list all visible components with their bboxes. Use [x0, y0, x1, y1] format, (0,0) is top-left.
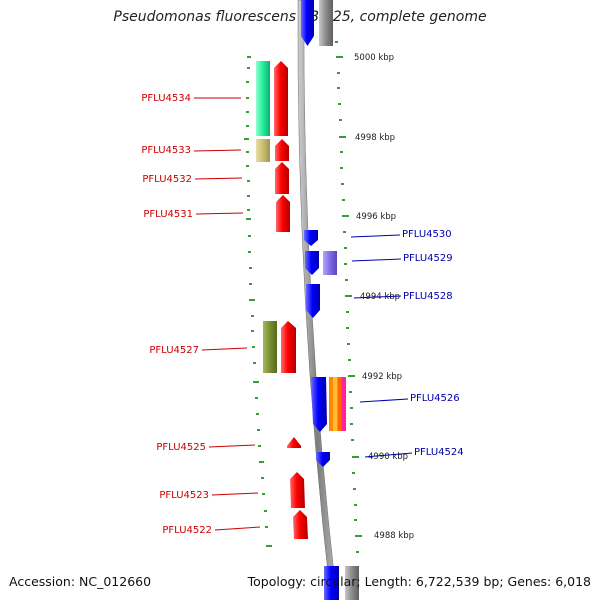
leader-pflu4528	[353, 295, 402, 299]
genome-backbone	[297, 0, 338, 600]
gene-pflu4530	[304, 230, 318, 246]
label-pflu4528: PFLU4528	[403, 291, 453, 302]
gene-pflu4526	[311, 377, 327, 432]
gene-pflu4525	[287, 437, 301, 448]
label-pflu4534: PFLU4534	[141, 93, 191, 104]
gene-pflu4532	[275, 162, 289, 194]
outer-tick-track	[335, 41, 362, 553]
leader-pflu4524	[364, 452, 413, 458]
gene-pflu4531	[276, 195, 290, 232]
gene-pflu4527	[281, 321, 296, 373]
leader-pflu4530	[350, 234, 401, 238]
gene-pflu4533	[275, 139, 289, 161]
scale-label-4998: 4998 kbp	[355, 133, 395, 143]
label-pflu4530: PFLU4530	[402, 229, 452, 240]
feature-green	[256, 61, 270, 136]
label-pflu4532: PFLU4532	[142, 174, 192, 185]
gene-pflu4524	[316, 452, 330, 467]
gene-pflu4528	[306, 284, 320, 318]
label-pflu4529: PFLU4529	[403, 253, 453, 264]
feature-khaki	[256, 139, 270, 162]
left-gene-labels: PFLU4534 PFLU4533 PFLU4532 PFLU4531 PFLU…	[141, 93, 261, 536]
label-pflu4525: PFLU4525	[156, 442, 206, 453]
gene-bottom-blue	[324, 566, 339, 600]
gene-bottom-gray	[345, 566, 359, 600]
scale-label-4996: 4996 kbp	[356, 212, 396, 222]
gene-pflu4523	[290, 472, 305, 508]
scale-label-4990: 4990 kbp	[368, 452, 408, 462]
label-pflu4526: PFLU4526	[410, 393, 460, 404]
scale-label-4988: 4988 kbp	[374, 531, 414, 541]
accession-text: Accession: NC_012660	[9, 574, 152, 589]
scale-label-5000: 5000 kbp	[354, 53, 394, 63]
feature-multicolor	[329, 377, 346, 431]
gene-top-blue	[301, 0, 314, 46]
leader-pflu4533	[193, 149, 242, 152]
leader-pflu4527	[201, 347, 248, 351]
label-pflu4523: PFLU4523	[159, 490, 209, 501]
gene-top-gray	[319, 0, 333, 46]
label-pflu4524: PFLU4524	[414, 447, 464, 458]
leader-pflu4523	[211, 492, 259, 496]
leader-pflu4532	[194, 177, 243, 180]
right-gene-labels: PFLU4530 PFLU4529 PFLU4528 PFLU4526 PFLU…	[350, 229, 464, 458]
label-pflu4527: PFLU4527	[149, 345, 199, 356]
label-pflu4531: PFLU4531	[143, 209, 193, 220]
label-pflu4522: PFLU4522	[162, 525, 212, 536]
feature-purple	[323, 251, 337, 275]
topology-text: Topology: circular; Length: 6,722,539 bp…	[247, 574, 591, 589]
leader-pflu4529	[351, 258, 402, 262]
feature-olive	[263, 321, 277, 373]
gene-pflu4534	[274, 61, 288, 136]
gene-pflu4529	[305, 251, 319, 275]
inner-tick-track	[244, 56, 272, 547]
leader-pflu4525	[208, 444, 256, 448]
scale-label-4992: 4992 kbp	[362, 372, 402, 382]
gene-pflu4522	[293, 510, 308, 539]
leader-pflu4531	[195, 212, 244, 215]
label-pflu4533: PFLU4533	[141, 145, 191, 156]
leader-pflu4526	[359, 398, 409, 403]
leader-pflu4522	[214, 526, 261, 531]
